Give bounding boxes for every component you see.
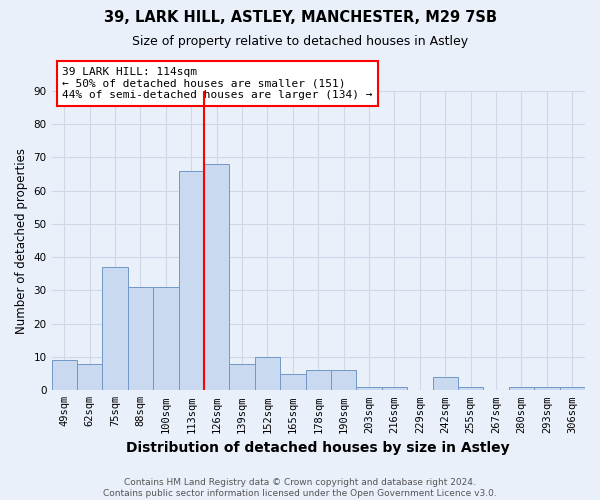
Bar [204, 164, 229, 390]
Y-axis label: Number of detached properties: Number of detached properties [15, 148, 28, 334]
Bar [179, 170, 204, 390]
Bar [77, 364, 103, 390]
Bar [433, 377, 458, 390]
Bar [153, 287, 179, 391]
Bar [458, 387, 484, 390]
Bar [331, 370, 356, 390]
Bar [534, 387, 560, 390]
Text: Contains HM Land Registry data © Crown copyright and database right 2024.
Contai: Contains HM Land Registry data © Crown c… [103, 478, 497, 498]
Bar [560, 387, 585, 390]
Text: Size of property relative to detached houses in Astley: Size of property relative to detached ho… [132, 35, 468, 48]
Bar [280, 374, 305, 390]
Bar [509, 387, 534, 390]
Bar [305, 370, 331, 390]
Bar [128, 287, 153, 391]
Bar [255, 357, 280, 390]
X-axis label: Distribution of detached houses by size in Astley: Distribution of detached houses by size … [127, 441, 510, 455]
Text: 39, LARK HILL, ASTLEY, MANCHESTER, M29 7SB: 39, LARK HILL, ASTLEY, MANCHESTER, M29 7… [104, 10, 497, 25]
Bar [103, 267, 128, 390]
Bar [356, 387, 382, 390]
Bar [382, 387, 407, 390]
Bar [229, 364, 255, 390]
Text: 39 LARK HILL: 114sqm
← 50% of detached houses are smaller (151)
44% of semi-deta: 39 LARK HILL: 114sqm ← 50% of detached h… [62, 67, 373, 100]
Bar [52, 360, 77, 390]
